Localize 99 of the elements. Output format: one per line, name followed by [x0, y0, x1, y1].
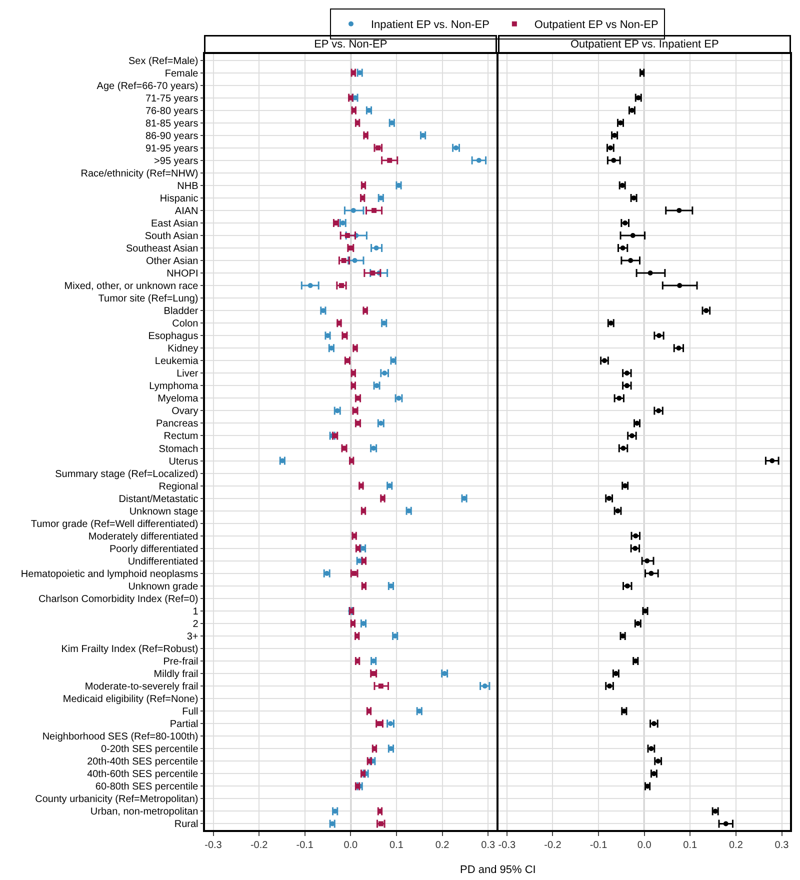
- y-tick-label: 71-75 years: [145, 93, 198, 104]
- y-tick-label: Southeast Asian: [126, 244, 198, 254]
- point: [358, 483, 364, 488]
- y-tick-label: Rural: [174, 819, 198, 830]
- point: [352, 258, 358, 264]
- y-tick-label: 76-80 years: [145, 106, 198, 117]
- y-tick-label: 3+: [186, 632, 198, 642]
- x-tick-label: 0.2: [728, 840, 744, 851]
- y-tick-label: Moderate-to-severely frail: [84, 682, 198, 693]
- y-tick-label: Uterus: [168, 456, 198, 468]
- y-tick-label: 81-85 years: [145, 118, 198, 130]
- point: [362, 308, 368, 314]
- point: [372, 208, 377, 213]
- y-tick-label: Mixed, other, or unknown race: [64, 281, 199, 292]
- point: [370, 270, 376, 276]
- y-tick-label: Lymphoma: [149, 381, 199, 392]
- y-tick-label: Distant/Metastatic: [118, 494, 198, 505]
- y-tick-label: Unknown stage: [129, 506, 199, 518]
- y-tick-label: NHB: [177, 180, 199, 192]
- x-axis-title: PD and 95% CI: [460, 864, 536, 876]
- y-tick-label: Unknown grade: [128, 581, 199, 592]
- point: [352, 533, 357, 538]
- y-tick-label: Liver: [176, 368, 199, 380]
- y-tick-label: Tumor grade (Ref=Well differentiated): [30, 518, 198, 530]
- y-tick-label: Bladder: [164, 306, 199, 318]
- x-tick-label: 0.1: [683, 840, 698, 851]
- point: [363, 132, 368, 138]
- x-tick-label: 0.3: [481, 840, 496, 851]
- y-tick-label: Neighborhood SES (Ref=80-100th): [42, 732, 198, 743]
- y-tick-label: Colon: [172, 318, 198, 330]
- y-tick-label: Kim Frailty Index (Ref=Robust): [61, 644, 198, 656]
- y-tick-label: Ovary: [172, 406, 198, 418]
- y-tick-label: Medicaid eligibility (Ref=None): [62, 694, 198, 706]
- y-tick-label: 0-20th SES percentile: [100, 744, 199, 756]
- x-tick-label: -0.3: [498, 840, 516, 851]
- y-tick-label: Regional: [158, 481, 198, 492]
- x-tick-label: -0.2: [250, 840, 268, 851]
- point: [351, 108, 356, 113]
- legend-label: Inpatient EP vs. Non-EP: [371, 19, 490, 32]
- y-tick-label: Pancreas: [156, 418, 198, 430]
- y-tick-label: NHOPI: [166, 268, 198, 280]
- point: [352, 346, 358, 351]
- x-tick-label: 0.3: [774, 840, 790, 851]
- point: [380, 496, 386, 501]
- x-tick-label: 0.0: [637, 840, 652, 851]
- point: [387, 158, 392, 163]
- y-tick-label: 2: [192, 618, 199, 630]
- y-tick-label: Partial: [170, 719, 198, 730]
- y-tick-label: County urbanicity (Ref=Metropolitan): [35, 794, 198, 806]
- y-tick-label: AIAN: [174, 206, 198, 217]
- x-tick-label: -0.2: [544, 840, 562, 851]
- y-tick-label: Sex (Ref=Male): [128, 56, 198, 67]
- y-tick-label: Summary stage (Ref=Localized): [55, 468, 198, 480]
- y-tick-label: Race/ethnicity (Ref=NHW): [80, 168, 198, 180]
- x-tick-label: 0.2: [435, 840, 450, 851]
- x-tick-label: 0.1: [390, 840, 404, 851]
- y-tick-label: Female: [164, 68, 199, 80]
- y-tick-label: Kidney: [168, 344, 198, 355]
- y-tick-label: East Asian: [150, 218, 198, 230]
- x-tick-label: -0.1: [296, 840, 314, 851]
- x-tick-label: 0.0: [344, 840, 358, 851]
- y-tick-label: Rectum: [164, 431, 198, 442]
- y-tick-label: Urban, non-metropolitan: [90, 806, 198, 818]
- legend-label: Outpatient EP vs Non-EP: [534, 19, 658, 32]
- x-tick-label: -0.1: [590, 840, 608, 851]
- y-tick-label: Moderately differentiated: [88, 531, 198, 542]
- point: [378, 684, 384, 689]
- y-tick-label: 91-95 years: [145, 143, 198, 154]
- y-tick-label: 86-90 years: [145, 130, 198, 142]
- y-tick-label: 60-80th SES percentile: [95, 782, 199, 793]
- y-tick-label: Stomach: [158, 444, 198, 455]
- y-tick-label: Charlson Comorbidity Index (Ref=0): [38, 594, 198, 605]
- y-tick-label: Poorly differentiated: [109, 544, 198, 555]
- y-tick-label: Mildly frail: [154, 669, 198, 680]
- y-tick-label: Tumor site (Ref=Lung): [98, 294, 198, 305]
- y-tick-label: 40th-60th SES percentile: [87, 769, 199, 780]
- y-tick-label: Hematopoietic and lymphoid neoplasms: [20, 568, 198, 580]
- point: [344, 232, 350, 238]
- y-tick-label: Full: [182, 706, 198, 718]
- point: [350, 208, 356, 213]
- y-tick-label: Undifferentiated: [128, 556, 198, 568]
- y-tick-label: Pre-frail: [163, 656, 198, 668]
- y-tick-label: 1: [192, 606, 199, 618]
- chart-title: Outpatient EP vs. Inpatient EP: [570, 38, 719, 50]
- y-tick-label: Other Asian: [146, 256, 198, 268]
- y-tick-label: South Asian: [144, 230, 198, 242]
- point: [348, 95, 354, 100]
- y-tick-label: Leukemia: [154, 356, 199, 368]
- y-tick-label: Age (Ref=66-70 years): [96, 80, 198, 92]
- y-tick-label: 20th-40th SES percentile: [87, 756, 199, 768]
- point: [308, 283, 313, 288]
- y-tick-label: Hispanic: [160, 193, 198, 204]
- point: [336, 320, 342, 326]
- y-tick-label: Myeloma: [158, 394, 199, 405]
- chart-title: EP vs. Non-EP: [314, 38, 388, 50]
- x-tick-label: -0.3: [204, 840, 222, 851]
- point: [476, 158, 482, 163]
- y-tick-label: >95 years: [154, 156, 198, 167]
- y-tick-label: Esophagus: [148, 331, 198, 342]
